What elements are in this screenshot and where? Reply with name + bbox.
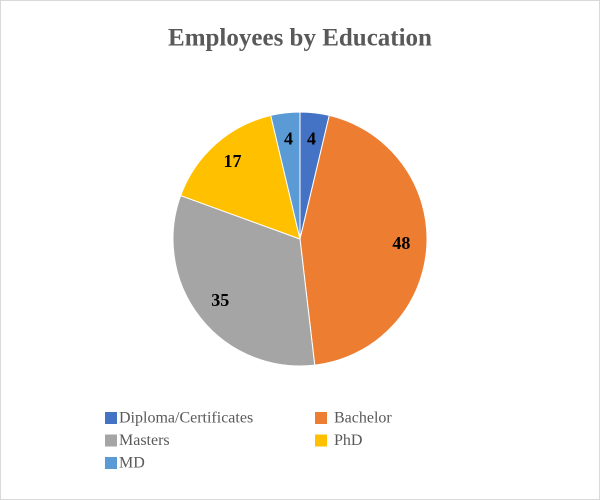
legend-label: Diploma/Certificates xyxy=(119,410,253,427)
pie-slice xyxy=(180,114,301,240)
pie-slice xyxy=(270,111,301,240)
data-label: 48 xyxy=(392,233,410,253)
data-label: 4 xyxy=(307,129,316,149)
legend-swatch xyxy=(105,434,117,447)
pie-slice xyxy=(299,114,428,366)
pie-slice xyxy=(172,194,316,367)
legend-swatch xyxy=(105,457,117,469)
data-label: 17 xyxy=(223,151,241,171)
legend-swatch xyxy=(315,412,327,424)
chart-title: Employees by Education xyxy=(168,25,432,52)
legend-label: Masters xyxy=(119,432,170,449)
data-label: 4 xyxy=(284,129,293,149)
legend-label: Bachelor xyxy=(334,410,392,427)
legend-swatch xyxy=(105,412,117,424)
data-label: 35 xyxy=(211,290,229,310)
legend-label: PhD xyxy=(334,432,362,449)
legend-label: MD xyxy=(119,455,145,472)
legend-swatch xyxy=(315,434,327,447)
